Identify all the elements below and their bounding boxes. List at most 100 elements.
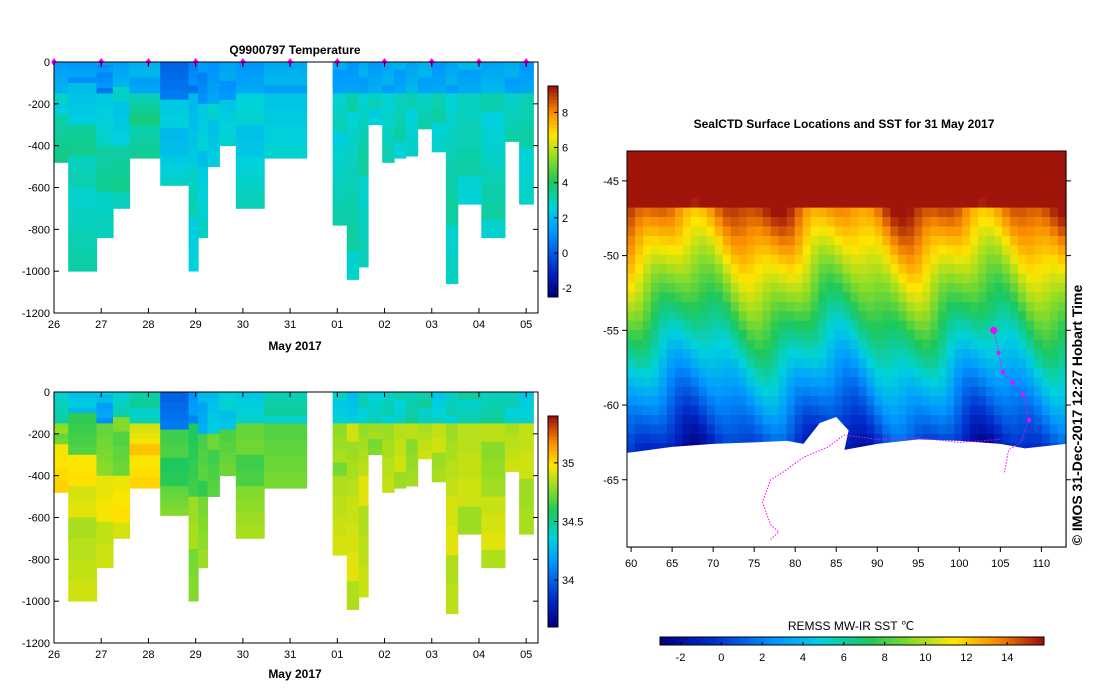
profile-cell <box>68 82 98 94</box>
sst-cell <box>1034 405 1043 416</box>
sst-cell <box>850 311 860 322</box>
sst-cell <box>1026 377 1035 388</box>
sst-cell <box>954 433 963 444</box>
sst-cell <box>994 301 1003 312</box>
sst-cell <box>730 188 740 199</box>
sst-cell <box>1042 358 1051 369</box>
profile-cell <box>68 397 98 403</box>
sst-cell <box>962 386 971 397</box>
sst-cell <box>786 349 796 359</box>
sst-cell <box>1010 283 1019 293</box>
sst-cell <box>674 264 684 275</box>
profile-cell <box>405 85 419 94</box>
sst-cell <box>650 396 660 407</box>
sst-cell <box>1010 367 1019 378</box>
sst-cell <box>722 217 732 227</box>
profile-cell <box>198 219 208 239</box>
sst-cell <box>722 245 732 256</box>
colorbar-segment <box>837 637 843 645</box>
sst-cell <box>754 405 764 416</box>
sst-cell <box>874 283 883 293</box>
sst-cell <box>674 396 684 407</box>
sst-cell <box>842 217 852 227</box>
sst-cell <box>690 217 700 227</box>
profile-cell <box>188 399 199 408</box>
sst-cell <box>994 433 1003 444</box>
sst-cell <box>666 292 676 303</box>
sst-cell <box>1026 226 1035 237</box>
sst-cell <box>994 358 1003 369</box>
sst-cell <box>627 415 636 425</box>
sst-cell <box>714 424 724 435</box>
sst-cell <box>1058 151 1067 161</box>
sst-cell <box>1058 330 1067 341</box>
sst-cell <box>762 245 772 256</box>
profile-cell <box>417 102 433 112</box>
sst-cell <box>874 339 883 350</box>
sst-cell <box>762 226 772 237</box>
profile-cell <box>96 132 114 147</box>
colorbar-segment <box>548 574 558 579</box>
sst-cell <box>938 151 947 161</box>
sst-cell <box>986 207 995 218</box>
profile-cell <box>445 525 459 556</box>
colorbar-segment <box>981 637 987 645</box>
profile-cell <box>235 195 265 209</box>
sst-cell <box>682 188 692 199</box>
sst-cell <box>698 207 708 218</box>
sst-cell <box>722 273 732 284</box>
sst-cell <box>1050 217 1059 227</box>
profile-cell <box>346 223 360 252</box>
sst-cell <box>794 283 804 293</box>
sst-cell <box>1042 330 1051 341</box>
sst-cell <box>1026 386 1035 397</box>
sst-cell <box>810 283 820 293</box>
profile-cell <box>368 85 383 94</box>
profile-cell <box>219 90 237 100</box>
profile-cell <box>332 449 348 463</box>
colorbar-segment <box>548 602 558 607</box>
sst-cell <box>643 424 652 435</box>
sst-cell <box>730 245 740 256</box>
sst-cell <box>627 283 636 293</box>
profile-cell <box>504 93 520 106</box>
profile-cell <box>198 423 208 435</box>
colorbar-segment <box>548 156 558 161</box>
sst-cell <box>698 217 708 227</box>
sst-cell <box>842 169 852 180</box>
profile-cell <box>113 74 131 82</box>
sst-cell <box>970 433 979 444</box>
profile-cell <box>382 457 395 476</box>
sst-cell <box>842 405 852 416</box>
sst-cell <box>946 226 955 237</box>
sst-cell <box>1042 198 1051 209</box>
colorbar-segment <box>548 553 558 558</box>
sst-cell <box>674 311 684 322</box>
profile-cell <box>382 145 395 163</box>
sst-cell <box>746 264 756 275</box>
sst-cell <box>826 235 836 246</box>
sst-cell <box>802 188 812 199</box>
sst-cell <box>762 179 772 190</box>
sst-cell <box>714 226 724 237</box>
sst-cell <box>682 207 692 218</box>
sst-cell <box>922 179 931 190</box>
sst-cell <box>650 339 660 350</box>
sst-cell <box>690 160 700 171</box>
sst-cell <box>858 330 868 341</box>
sst-cell <box>1050 254 1059 265</box>
sst-cell <box>818 169 828 180</box>
sst-cell <box>962 151 971 161</box>
sst-cell <box>643 235 652 246</box>
sst-cell <box>770 169 780 180</box>
sst-cell <box>930 207 939 218</box>
profile-cell <box>235 140 265 157</box>
profile-cell <box>457 399 482 408</box>
sst-cell <box>890 273 899 284</box>
sst-cell <box>690 188 700 199</box>
sst-cell <box>682 339 692 350</box>
profile-cell <box>481 166 506 185</box>
sst-cell <box>698 160 708 171</box>
profile-cell <box>264 423 308 440</box>
sst-cell <box>946 169 955 180</box>
